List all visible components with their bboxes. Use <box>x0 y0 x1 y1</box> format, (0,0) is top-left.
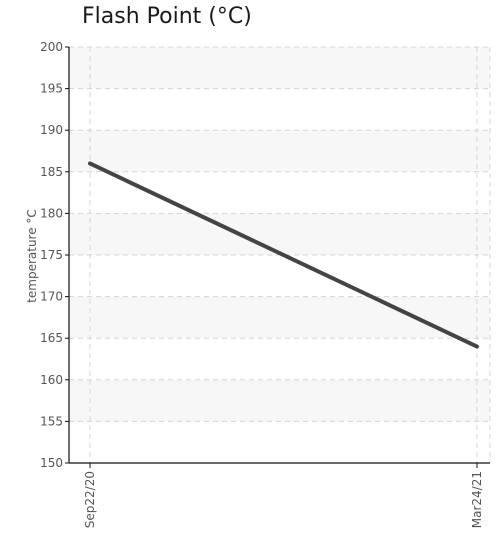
series-layer <box>88 161 479 349</box>
grid-band <box>69 379 490 422</box>
grid-band <box>69 296 490 339</box>
y-tick-label: 190 <box>40 123 63 137</box>
series-line <box>88 161 479 349</box>
grid-band <box>69 213 490 255</box>
data-point <box>88 161 92 165</box>
y-axis-ticks: 150 155 160 165 170 175 180 185 190 195 200 <box>40 40 69 470</box>
grid-band <box>69 130 490 172</box>
y-tick-label: 150 <box>40 456 63 470</box>
grid-band <box>69 47 490 89</box>
background-bands <box>69 47 490 422</box>
y-tick-label: 195 <box>40 82 63 96</box>
data-point <box>475 345 479 349</box>
y-tick-label: 160 <box>40 373 63 387</box>
y-axis-label: temperature °C <box>25 209 39 303</box>
y-tick-label: 175 <box>40 248 63 262</box>
x-tick-label: Sep22/20 <box>83 471 97 528</box>
y-tick-label: 200 <box>40 40 63 54</box>
x-tick-label: Mar24/21 <box>470 471 484 528</box>
y-tick-label: 170 <box>40 290 63 304</box>
y-tick-label: 185 <box>40 165 63 179</box>
y-tick-label: 165 <box>40 331 63 345</box>
x-axis-ticks: Sep22/20 Mar24/21 <box>83 463 484 528</box>
chart-title: Flash Point (°C) <box>82 4 252 29</box>
y-tick-label: 180 <box>40 206 63 220</box>
y-tick-label: 155 <box>40 414 63 428</box>
